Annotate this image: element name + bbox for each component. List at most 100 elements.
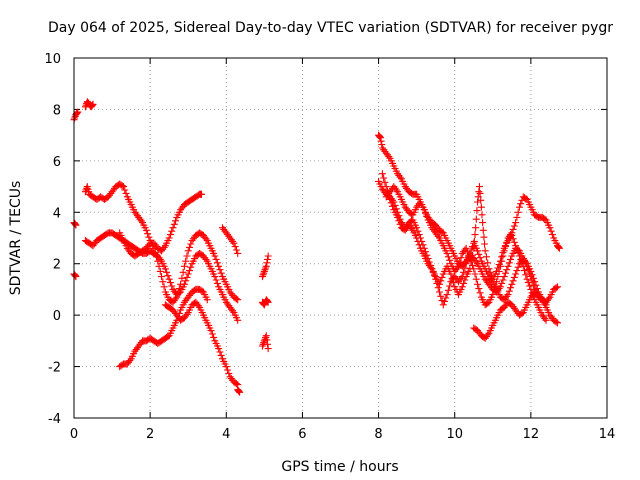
data-point [164,272,172,280]
data-point [229,237,237,245]
data-point [260,269,268,277]
data-point [501,269,509,277]
data-point [396,173,404,181]
series-trace-l [258,252,272,281]
data-point [541,315,549,323]
data-point [479,226,487,234]
data-point [529,281,537,289]
data-point [179,268,187,276]
data-point [215,345,223,353]
data-point [264,252,272,260]
data-point [512,242,520,250]
data-point [375,132,383,140]
data-point [490,286,498,294]
data-point [434,284,442,292]
data-point [185,243,193,251]
data-point [523,275,531,283]
data-point [446,282,454,290]
data-point [500,273,508,281]
data-point [225,369,233,377]
data-point [234,387,242,395]
data-point [235,387,243,395]
data-point [423,213,431,221]
data-point [89,100,97,108]
data-point [389,202,397,210]
data-point [435,288,443,296]
data-point [161,265,169,273]
data-point [477,196,485,204]
data-point [74,108,82,116]
data-point [505,287,513,295]
data-point [466,265,474,273]
data-point [499,276,507,284]
y-tick-label: 4 [53,206,61,221]
data-point [522,271,530,279]
data-point [178,274,186,282]
data-point [462,244,470,252]
data-point [160,283,168,291]
data-point [437,292,445,300]
data-point [215,262,223,270]
data-point [509,235,517,243]
data-point [380,174,388,182]
data-point [513,213,521,221]
data-point [260,301,268,309]
data-point [521,267,529,275]
y-tick-label: 6 [53,155,61,170]
data-point [376,134,384,142]
data-point [518,259,526,267]
data-point [386,195,394,203]
data-point [457,274,465,282]
data-point [504,262,512,270]
data-point [474,247,482,255]
data-point [137,217,145,225]
series-trace-c [70,219,80,229]
data-point [231,243,239,251]
data-point [555,244,563,252]
data-point [234,296,242,304]
data-point [208,330,216,338]
data-point [456,258,464,266]
data-point [185,267,193,275]
data-point [489,291,497,299]
data-point [187,263,195,271]
x-tick-label: 14 [599,427,616,442]
data-point [447,270,455,278]
data-point [166,231,174,239]
data-point [554,283,562,291]
data-point [414,237,422,245]
data-point [198,190,206,198]
data-point [202,255,210,263]
data-point [524,266,532,274]
plot-frame [73,57,608,419]
data-point [264,255,272,263]
data-point [180,280,188,288]
data-point [509,277,517,285]
data-point [394,213,402,221]
data-point [473,207,481,215]
data-point [467,258,475,266]
series-trace-s [470,288,550,342]
y-axis-tick-labels: -4 -2 0 2 4 6 8 10 [44,52,61,427]
data-point [484,259,492,267]
x-tick-label: 4 [222,427,230,442]
data-point [121,186,129,194]
data-point [528,277,536,285]
data-point [413,234,421,242]
data-point [158,273,166,281]
data-point [526,282,534,290]
data-point [71,219,79,227]
data-point [542,301,550,309]
data-point [163,268,171,276]
data-point [482,253,490,261]
data-point [475,250,483,258]
data-point [122,189,130,197]
data-point [438,273,446,281]
data-point [498,279,506,287]
data-point [392,186,400,194]
data-point [159,278,167,286]
data-point [514,249,522,257]
y-tick-label: 8 [53,103,61,118]
data-point [229,307,237,315]
x-tick-label: 8 [374,427,382,442]
